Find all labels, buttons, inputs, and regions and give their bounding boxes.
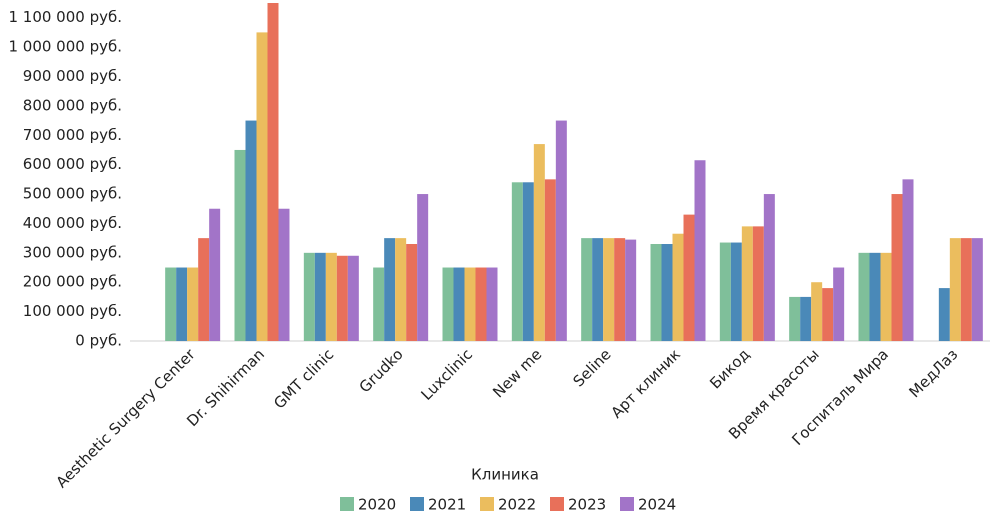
y-tick-label: 1 000 000 руб. — [8, 38, 122, 56]
legend-label: 2022 — [498, 496, 536, 514]
y-tick-label: 400 000 руб. — [23, 214, 122, 232]
legend-label: 2024 — [638, 496, 676, 514]
bar — [960, 238, 972, 341]
bar — [719, 242, 731, 341]
legend-swatch — [410, 497, 424, 511]
x-tick-label: GMT clinic — [270, 345, 337, 412]
legend-swatch — [550, 497, 564, 511]
bar — [453, 267, 465, 341]
bar — [902, 179, 914, 341]
y-tick-label: 900 000 руб. — [23, 67, 122, 85]
bar — [395, 238, 407, 341]
bar — [811, 282, 823, 341]
y-tick-label: 100 000 руб. — [23, 302, 122, 320]
bar — [603, 238, 615, 341]
legend-label: 2021 — [428, 496, 466, 514]
bar — [278, 208, 290, 341]
bar — [165, 267, 177, 341]
bar — [741, 226, 753, 341]
bar — [650, 244, 662, 341]
bar — [880, 252, 892, 341]
x-tick-label: Seline — [570, 345, 615, 390]
y-tick-label: 500 000 руб. — [23, 185, 122, 203]
y-tick-label: 300 000 руб. — [23, 243, 122, 261]
bar — [730, 242, 742, 341]
bar — [789, 296, 801, 341]
y-tick-label: 200 000 руб. — [23, 273, 122, 291]
bar — [373, 267, 385, 341]
bar — [417, 194, 429, 341]
x-tick-label: Арт клиник — [607, 345, 684, 422]
legend-swatch — [620, 497, 634, 511]
bar — [187, 267, 199, 341]
legend-label: 2020 — [358, 496, 396, 514]
bar — [683, 214, 695, 341]
bar — [325, 252, 337, 341]
bar — [406, 244, 418, 341]
bar — [752, 226, 764, 341]
x-tick-label: Бикод — [706, 345, 753, 392]
bar — [555, 120, 567, 341]
bar — [763, 194, 775, 341]
bar — [869, 252, 881, 341]
bar — [971, 238, 983, 341]
bar — [800, 296, 812, 341]
bar — [384, 238, 396, 341]
bar — [486, 267, 498, 341]
bar — [234, 149, 246, 341]
bar — [891, 194, 903, 341]
x-tick-label: New me — [489, 345, 545, 401]
bar — [209, 208, 221, 341]
x-tick-label: Luxclinic — [418, 345, 476, 403]
bar — [442, 267, 454, 341]
bar — [694, 160, 706, 341]
bar — [625, 239, 637, 341]
bar — [672, 233, 684, 341]
bar — [245, 120, 257, 341]
bar — [938, 288, 950, 341]
bar — [347, 255, 359, 341]
y-tick-label: 600 000 руб. — [23, 155, 122, 173]
x-tick-label: Grudko — [356, 345, 407, 396]
bar — [464, 267, 476, 341]
x-axis-title: Клиника — [471, 466, 539, 484]
bar — [858, 252, 870, 341]
legend-label: 2023 — [568, 496, 606, 514]
bar — [314, 252, 326, 341]
x-tick-label: Aesthetic Surgery Center — [53, 345, 200, 492]
bar — [822, 288, 834, 341]
bar — [661, 244, 673, 341]
bar — [303, 252, 315, 341]
bar — [256, 32, 268, 342]
bar — [581, 238, 593, 341]
x-tick-label: МедЛаз — [905, 345, 961, 401]
bar — [176, 267, 188, 341]
bar — [949, 238, 961, 341]
bar — [833, 267, 845, 341]
bar — [511, 182, 523, 341]
bar — [533, 144, 545, 341]
bar — [198, 238, 210, 341]
legend-swatch — [340, 497, 354, 511]
y-tick-label: 1 100 000 руб. — [8, 8, 122, 26]
y-tick-label: 0 руб. — [75, 332, 122, 350]
bar — [592, 238, 604, 341]
bar — [336, 255, 348, 341]
bar — [267, 3, 279, 341]
y-tick-label: 800 000 руб. — [23, 96, 122, 114]
bar — [522, 182, 534, 341]
bar — [614, 238, 626, 341]
legend-swatch — [480, 497, 494, 511]
y-tick-label: 700 000 руб. — [23, 126, 122, 144]
bar — [475, 267, 487, 341]
bar — [544, 179, 556, 341]
